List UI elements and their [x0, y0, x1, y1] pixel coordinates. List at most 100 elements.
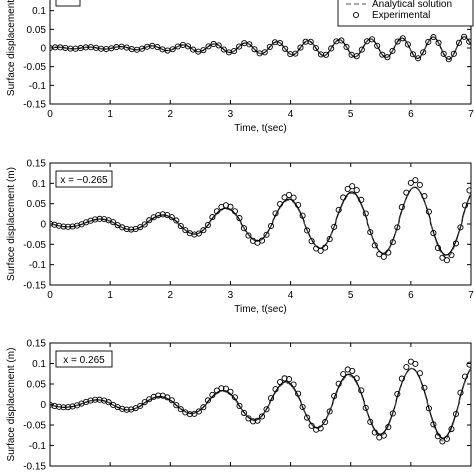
data-point — [200, 404, 207, 411]
data-point — [450, 50, 457, 57]
data-point — [64, 223, 72, 230]
data-point — [384, 54, 391, 61]
data-point — [376, 251, 383, 258]
y-tick-label: -0.1 — [29, 81, 47, 92]
position-label-frame — [55, 0, 81, 7]
data-point — [204, 222, 211, 229]
y-tick-label: -0.1 — [29, 441, 47, 452]
y-tick-label: -0.05 — [23, 62, 46, 73]
axes-frame — [49, 162, 472, 286]
data-point — [340, 194, 347, 201]
data-point — [245, 232, 252, 239]
data-point — [371, 242, 378, 249]
x-tick-label: 3 — [228, 109, 234, 120]
data-point — [168, 214, 175, 221]
data-point — [173, 402, 180, 409]
data-point — [338, 37, 345, 44]
data-point — [367, 418, 374, 425]
data-point — [119, 405, 126, 412]
data-point — [60, 223, 67, 230]
data-point — [317, 247, 324, 254]
x-tick-label: 1 — [107, 109, 113, 120]
y-tick-label: 0.1 — [32, 179, 46, 190]
data-point — [435, 39, 442, 46]
data-point — [281, 375, 288, 382]
data-point — [254, 417, 261, 424]
data-point — [141, 221, 148, 228]
y-tick-label: 0.05 — [27, 380, 47, 391]
data-point — [173, 217, 180, 224]
y-tick-label: 0 — [40, 44, 46, 55]
numerical-series-line — [50, 186, 471, 256]
x-tick-label: 4 — [288, 109, 294, 120]
data-point — [416, 370, 423, 377]
data-point — [281, 194, 288, 201]
data-point — [466, 187, 471, 194]
data-point — [403, 363, 410, 371]
data-point — [236, 402, 243, 410]
data-point — [209, 214, 216, 221]
data-point — [349, 183, 356, 190]
x-tick-label: 4 — [288, 290, 294, 301]
experimental-series — [50, 177, 471, 264]
data-point — [240, 225, 248, 232]
data-point — [263, 406, 270, 413]
data-point — [290, 194, 297, 201]
analytical-series-line — [50, 36, 471, 60]
data-point — [358, 196, 365, 203]
x-tick-label: 5 — [348, 290, 354, 301]
data-point — [307, 38, 314, 45]
data-point — [236, 215, 243, 222]
data-point — [398, 204, 405, 211]
data-point — [50, 401, 54, 408]
data-point — [213, 208, 220, 215]
data-point — [404, 41, 411, 48]
data-point — [374, 42, 381, 49]
data-point — [251, 46, 258, 53]
data-point — [452, 410, 460, 418]
data-point — [200, 47, 207, 54]
data-point — [343, 43, 350, 51]
data-point — [231, 394, 238, 401]
data-point — [177, 223, 184, 230]
data-point — [267, 222, 275, 230]
position-label-box: x = 0.265 — [55, 350, 113, 368]
data-point — [443, 435, 450, 442]
numerical-series-line — [50, 367, 471, 439]
data-point — [286, 191, 293, 198]
data-point — [96, 396, 103, 403]
data-point — [195, 408, 202, 415]
data-point — [425, 38, 432, 45]
x-tick-label: 1 — [107, 290, 113, 301]
data-point — [123, 225, 130, 232]
data-point — [266, 43, 273, 50]
data-point — [326, 236, 333, 243]
legend-circle-marker-icon — [352, 11, 360, 19]
data-point — [445, 56, 452, 63]
data-point — [335, 380, 342, 387]
y-tick-label: -0.15 — [23, 281, 46, 292]
data-point — [430, 34, 437, 41]
x-axis-label: Time, t(sec) — [234, 123, 286, 134]
data-point — [50, 220, 54, 227]
data-point — [190, 46, 197, 53]
y-tick-label: 0.15 — [27, 159, 47, 170]
x-tick-label: 6 — [408, 290, 414, 301]
data-point — [191, 231, 198, 238]
y-tick-label: 0.15 — [27, 339, 47, 350]
data-point — [335, 206, 342, 213]
data-point — [276, 39, 284, 47]
data-point — [409, 51, 417, 58]
data-point — [369, 36, 376, 43]
y-axis-label: Surface displacement (m) — [6, 348, 17, 462]
data-point — [177, 406, 184, 413]
data-point — [101, 216, 108, 223]
y-tick-label: -0.05 — [23, 240, 46, 251]
legend-frame — [337, 0, 474, 27]
data-point — [363, 38, 371, 45]
data-point — [96, 215, 103, 222]
data-point — [421, 193, 428, 200]
data-point — [412, 360, 419, 367]
data-point — [258, 413, 266, 420]
data-point — [380, 253, 387, 260]
